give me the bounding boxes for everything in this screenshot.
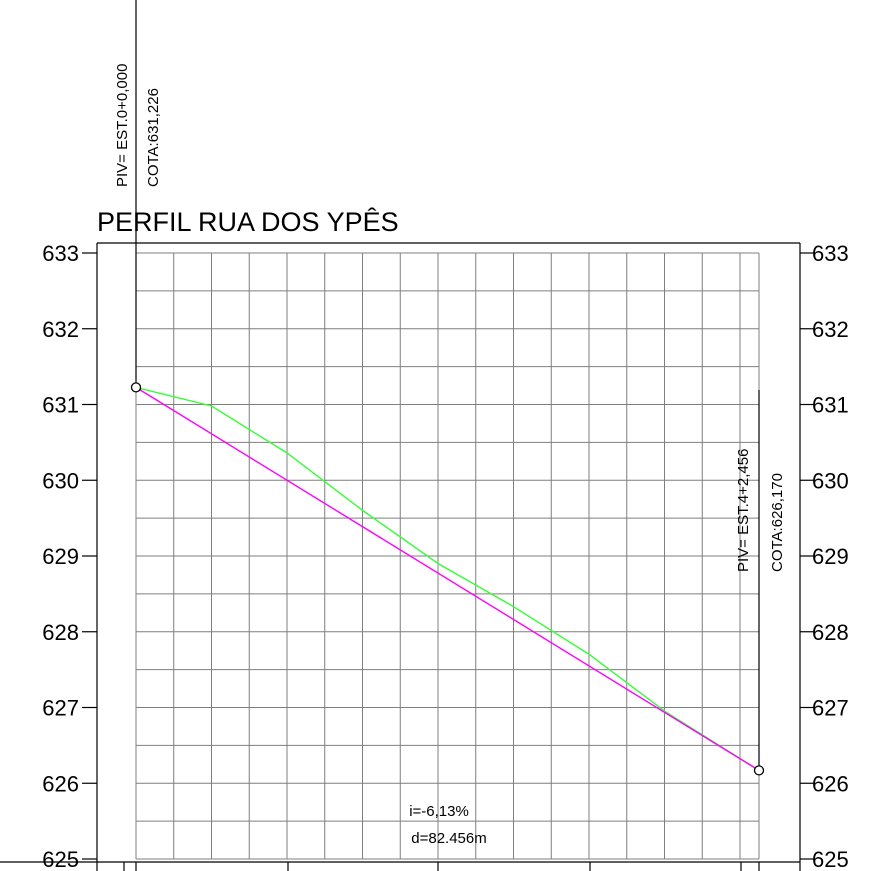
y-tick-label-left: 626 — [42, 771, 79, 796]
y-tick-label-left: 632 — [42, 317, 79, 342]
y-tick-label-left: 629 — [42, 544, 79, 569]
piv-markers — [130, 0, 765, 776]
y-tick-label-left: 633 — [42, 241, 79, 266]
y-tick-label-right: 630 — [812, 468, 849, 493]
piv-start-marker — [130, 382, 142, 393]
y-tick-label-right: 627 — [812, 696, 849, 721]
piv-start-station: PIV= EST.0+0,000 — [114, 64, 131, 187]
y-tick-label-right: 625 — [812, 847, 849, 871]
profile-title: PERFIL RUA DOS YPÊS — [97, 206, 399, 237]
terrain-line — [135, 386, 760, 771]
grid — [135, 252, 760, 860]
piv-end-marker — [753, 765, 765, 776]
y-tick-label-right: 631 — [812, 393, 849, 418]
y-tick-label-left: 628 — [42, 620, 79, 645]
grade-line — [135, 386, 760, 771]
slope-label: i=-6,13% — [409, 803, 469, 820]
y-tick-label-right: 628 — [812, 620, 849, 645]
y-tick-label-right: 626 — [812, 771, 849, 796]
profile-series — [135, 386, 760, 771]
y-tick-label-left: 630 — [42, 468, 79, 493]
distance-label: d=82.456m — [411, 830, 486, 847]
piv-end-station: PIV= EST.4+2,456 — [735, 449, 752, 572]
y-tick-label-right: 633 — [812, 241, 849, 266]
piv-start-elevation: COTA:631,226 — [145, 88, 162, 187]
y-tick-label-right: 629 — [812, 544, 849, 569]
y-tick-label-left: 627 — [42, 696, 79, 721]
y-tick-label-left: 631 — [42, 393, 79, 418]
y-tick-label-right: 632 — [812, 317, 849, 342]
axis-ticks: 625 625 626 626 627 627 628 628 629 629 630 630 631 6… — [42, 241, 849, 871]
y-tick-label-left: 625 — [42, 847, 79, 871]
piv-end-elevation: COTA:626,170 — [769, 473, 786, 572]
